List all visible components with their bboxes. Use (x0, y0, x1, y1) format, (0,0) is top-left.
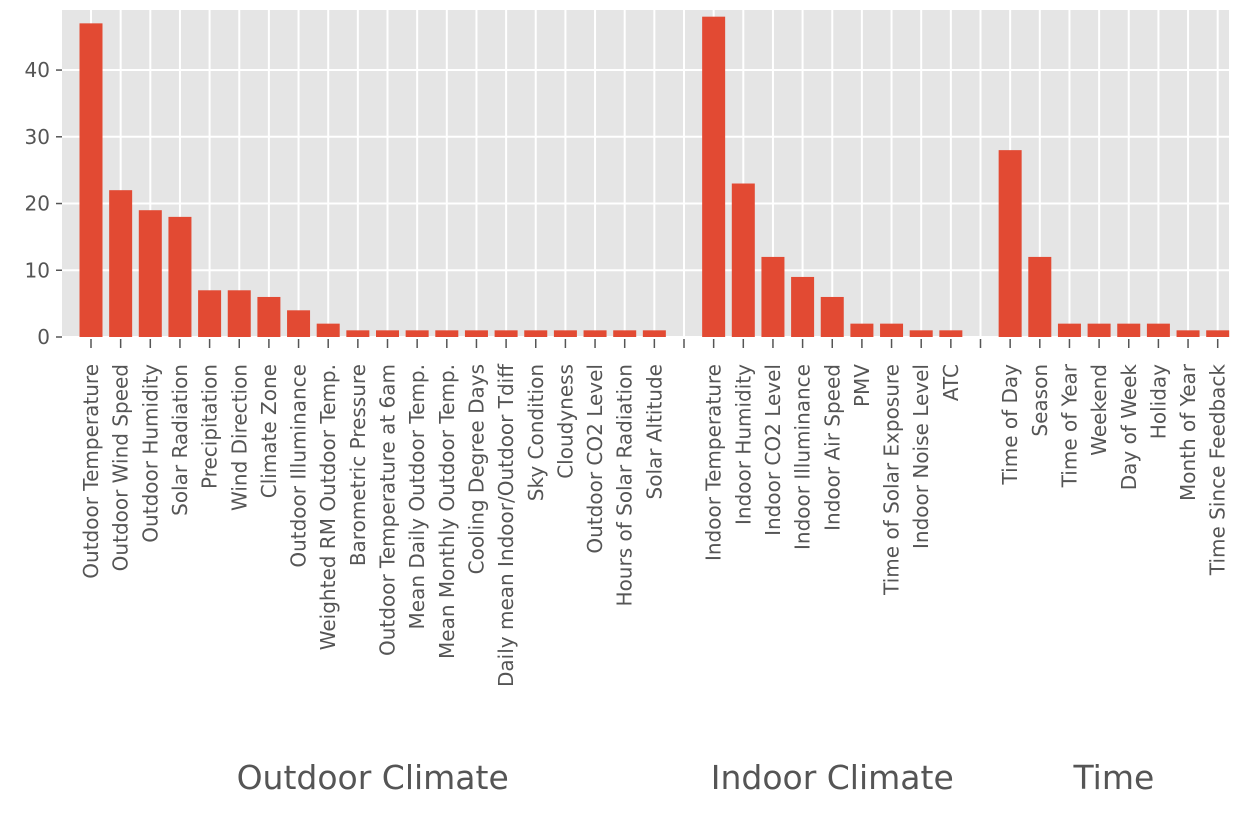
x-tick-label: Cooling Degree Days (464, 364, 488, 574)
x-tick-label: Outdoor Humidity (138, 364, 162, 543)
x-tick-label: Weekend (1087, 364, 1111, 456)
y-tick-label: 10 (25, 258, 50, 282)
bar (79, 23, 103, 338)
bar (702, 16, 726, 338)
bar (1057, 323, 1081, 337)
bar (168, 216, 192, 337)
plot-area (62, 10, 1229, 337)
x-tick-label: Mean Daily Outdoor Temp. (405, 364, 429, 629)
x-tick-label: Indoor Temperature (702, 364, 726, 561)
y-tick-label: 40 (25, 58, 50, 82)
bar (227, 290, 251, 337)
x-tick-label: Cloudyness (553, 364, 577, 479)
bar (405, 330, 429, 337)
bar (287, 310, 311, 337)
bar (494, 330, 518, 337)
x-tick-label: PMV (850, 364, 874, 407)
bar (583, 330, 607, 337)
x-tick-label: Mean Monthly Outdoor Temp. (435, 364, 459, 659)
x-tick-label: Indoor CO2 Level (761, 364, 785, 536)
bar (850, 323, 874, 337)
bar (524, 330, 548, 337)
bar (939, 330, 963, 337)
bar (613, 330, 637, 337)
x-tick-label: Barometric Pressure (346, 364, 370, 566)
bar (1028, 256, 1052, 337)
bar (464, 330, 488, 337)
x-tick-label: Time of Day (998, 364, 1022, 486)
bar (435, 330, 459, 337)
group-label: Outdoor Climate (237, 758, 509, 797)
x-tick-label: Time of Year (1057, 363, 1081, 488)
x-tick-label: Outdoor Temperature at 6am (376, 364, 400, 656)
x-tick-label: Time Since Feedback (1206, 364, 1230, 577)
bar (257, 296, 281, 337)
x-tick-label: Indoor Noise Level (909, 364, 933, 549)
x-tick-label: Holiday (1146, 364, 1170, 439)
bar (553, 330, 577, 337)
bar (820, 296, 844, 337)
bar (761, 256, 785, 337)
x-tick-label: Wind Direction (227, 364, 251, 511)
x-tick-label: Day of Week (1117, 364, 1141, 491)
x-tick-label: Season (1028, 364, 1052, 437)
bar (731, 183, 755, 337)
x-tick-label: Outdoor CO2 Level (583, 364, 607, 554)
x-tick-label: Solar Altitude (642, 364, 666, 499)
bar (909, 330, 933, 337)
x-tick-label: Precipitation (198, 364, 222, 489)
bar (791, 276, 815, 337)
y-tick-label: 30 (25, 125, 50, 149)
y-tick-label: 0 (37, 325, 50, 349)
x-tick-label: Hours of Solar Radiation (613, 364, 637, 606)
x-tick-label: Outdoor Wind Speed (109, 364, 133, 571)
bar (346, 330, 370, 337)
bar (109, 190, 133, 337)
x-tick-label: Indoor Humidity (731, 364, 755, 525)
y-tick-label: 20 (25, 192, 50, 216)
bar (880, 323, 904, 337)
x-tick-label: ATC (939, 364, 963, 401)
bar (138, 210, 162, 337)
bar (198, 290, 222, 337)
group-label: Indoor Climate (711, 758, 954, 797)
bar (642, 330, 666, 337)
bar (1117, 323, 1141, 337)
x-tick-label: Time of Solar Exposure (880, 364, 904, 596)
x-tick-label: Solar Radiation (168, 364, 192, 516)
x-tick-label: Month of Year (1176, 363, 1200, 501)
x-tick-label: Indoor Air Speed (820, 364, 844, 531)
bar (1087, 323, 1111, 337)
x-tick-label: Weighted RM Outdoor Temp. (316, 364, 340, 650)
bar (998, 150, 1022, 337)
x-tick-label: Indoor Illuminance (791, 364, 815, 550)
x-tick-label: Outdoor Temperature (79, 364, 103, 579)
bar (316, 323, 340, 337)
bar (376, 330, 399, 337)
bar (1146, 323, 1170, 337)
x-tick-label: Outdoor Illuminance (287, 364, 311, 568)
bar (1176, 330, 1200, 337)
group-label: Time (1073, 758, 1155, 797)
bar (1206, 330, 1230, 337)
x-tick-label: Sky Condition (524, 364, 548, 501)
x-tick-label: Daily mean Indoor/Outdoor Tdiff (494, 363, 518, 687)
x-tick-label: Climate Zone (257, 364, 281, 498)
